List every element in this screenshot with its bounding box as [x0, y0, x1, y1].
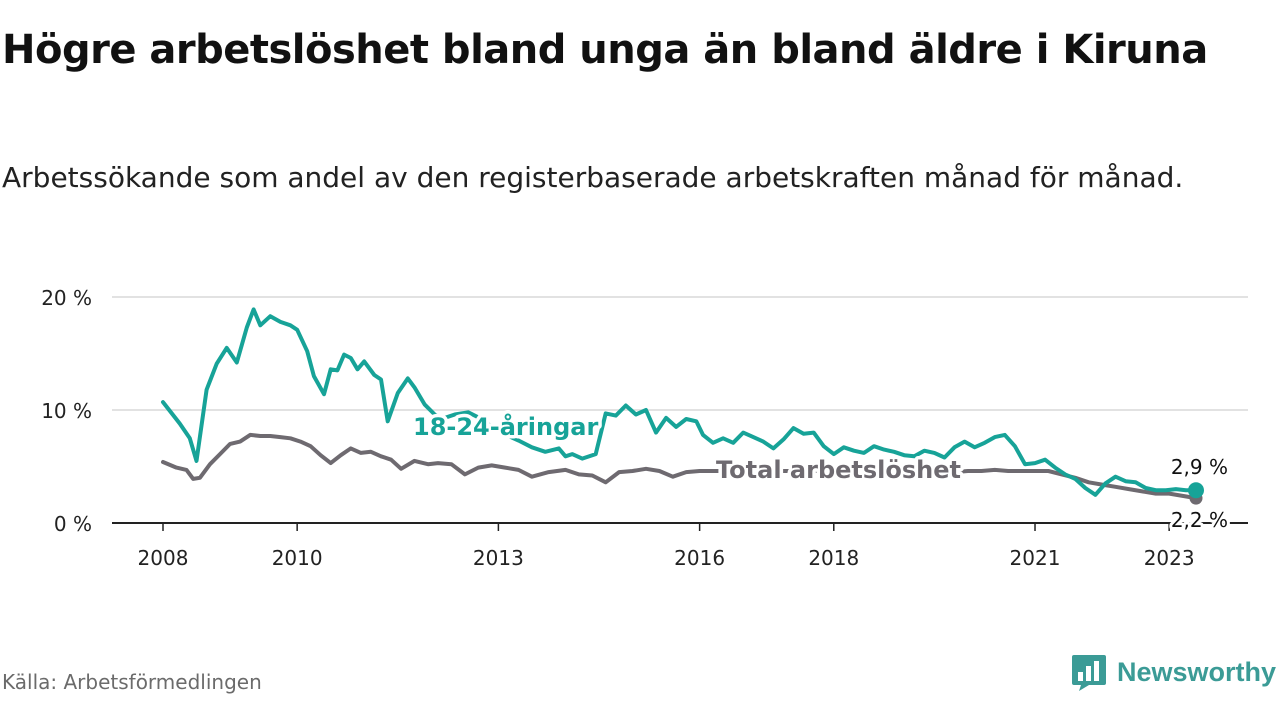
x-tick-label: 2008	[138, 546, 189, 570]
x-tick-label: 2013	[473, 546, 524, 570]
x-tick-label: 2016	[674, 546, 725, 570]
total-end-value-label: 2,2 %	[1171, 508, 1228, 532]
newsworthy-bar-chart-icon	[1071, 655, 1106, 691]
grid: 0 % 10 % 20 %	[41, 286, 1248, 536]
newsworthy-logo[interactable]: Newsworthy	[1071, 652, 1276, 692]
y-tick-label: 10 %	[41, 399, 92, 423]
total-series-line	[161, 432, 1198, 501]
total-series-label: Total arbetslöshet	[716, 456, 961, 484]
chart-subtitle: Arbetssökande som andel av den registerb…	[2, 161, 1184, 194]
x-tick-label: 2023	[1144, 546, 1195, 570]
source-note: Källa: Arbetsförmedlingen	[2, 670, 262, 694]
youth-series-label: 18-24-åringar	[413, 412, 598, 441]
x-tick-label: 2018	[808, 546, 859, 570]
x-tick-label: 2021	[1010, 546, 1061, 570]
x-tick-label: 2010	[272, 546, 323, 570]
brand-name: Newsworthy	[1116, 656, 1276, 687]
youth-series-line	[161, 307, 1198, 497]
chart-title: Högre arbetslöshet bland unga än bland ä…	[2, 27, 1208, 73]
x-axis: 2008 2010 2013 2016 2018 2021 2023	[138, 523, 1195, 570]
youth-end-value-label: 2,9 %	[1171, 455, 1228, 479]
y-tick-label: 20 %	[41, 286, 92, 310]
y-tick-label: 0 %	[54, 512, 92, 536]
labels-group: 18-24-åringar Total arbetslöshet 2,9 % 2…	[410, 409, 1232, 536]
series-group	[161, 307, 1204, 505]
youth-end-point	[1188, 482, 1204, 499]
